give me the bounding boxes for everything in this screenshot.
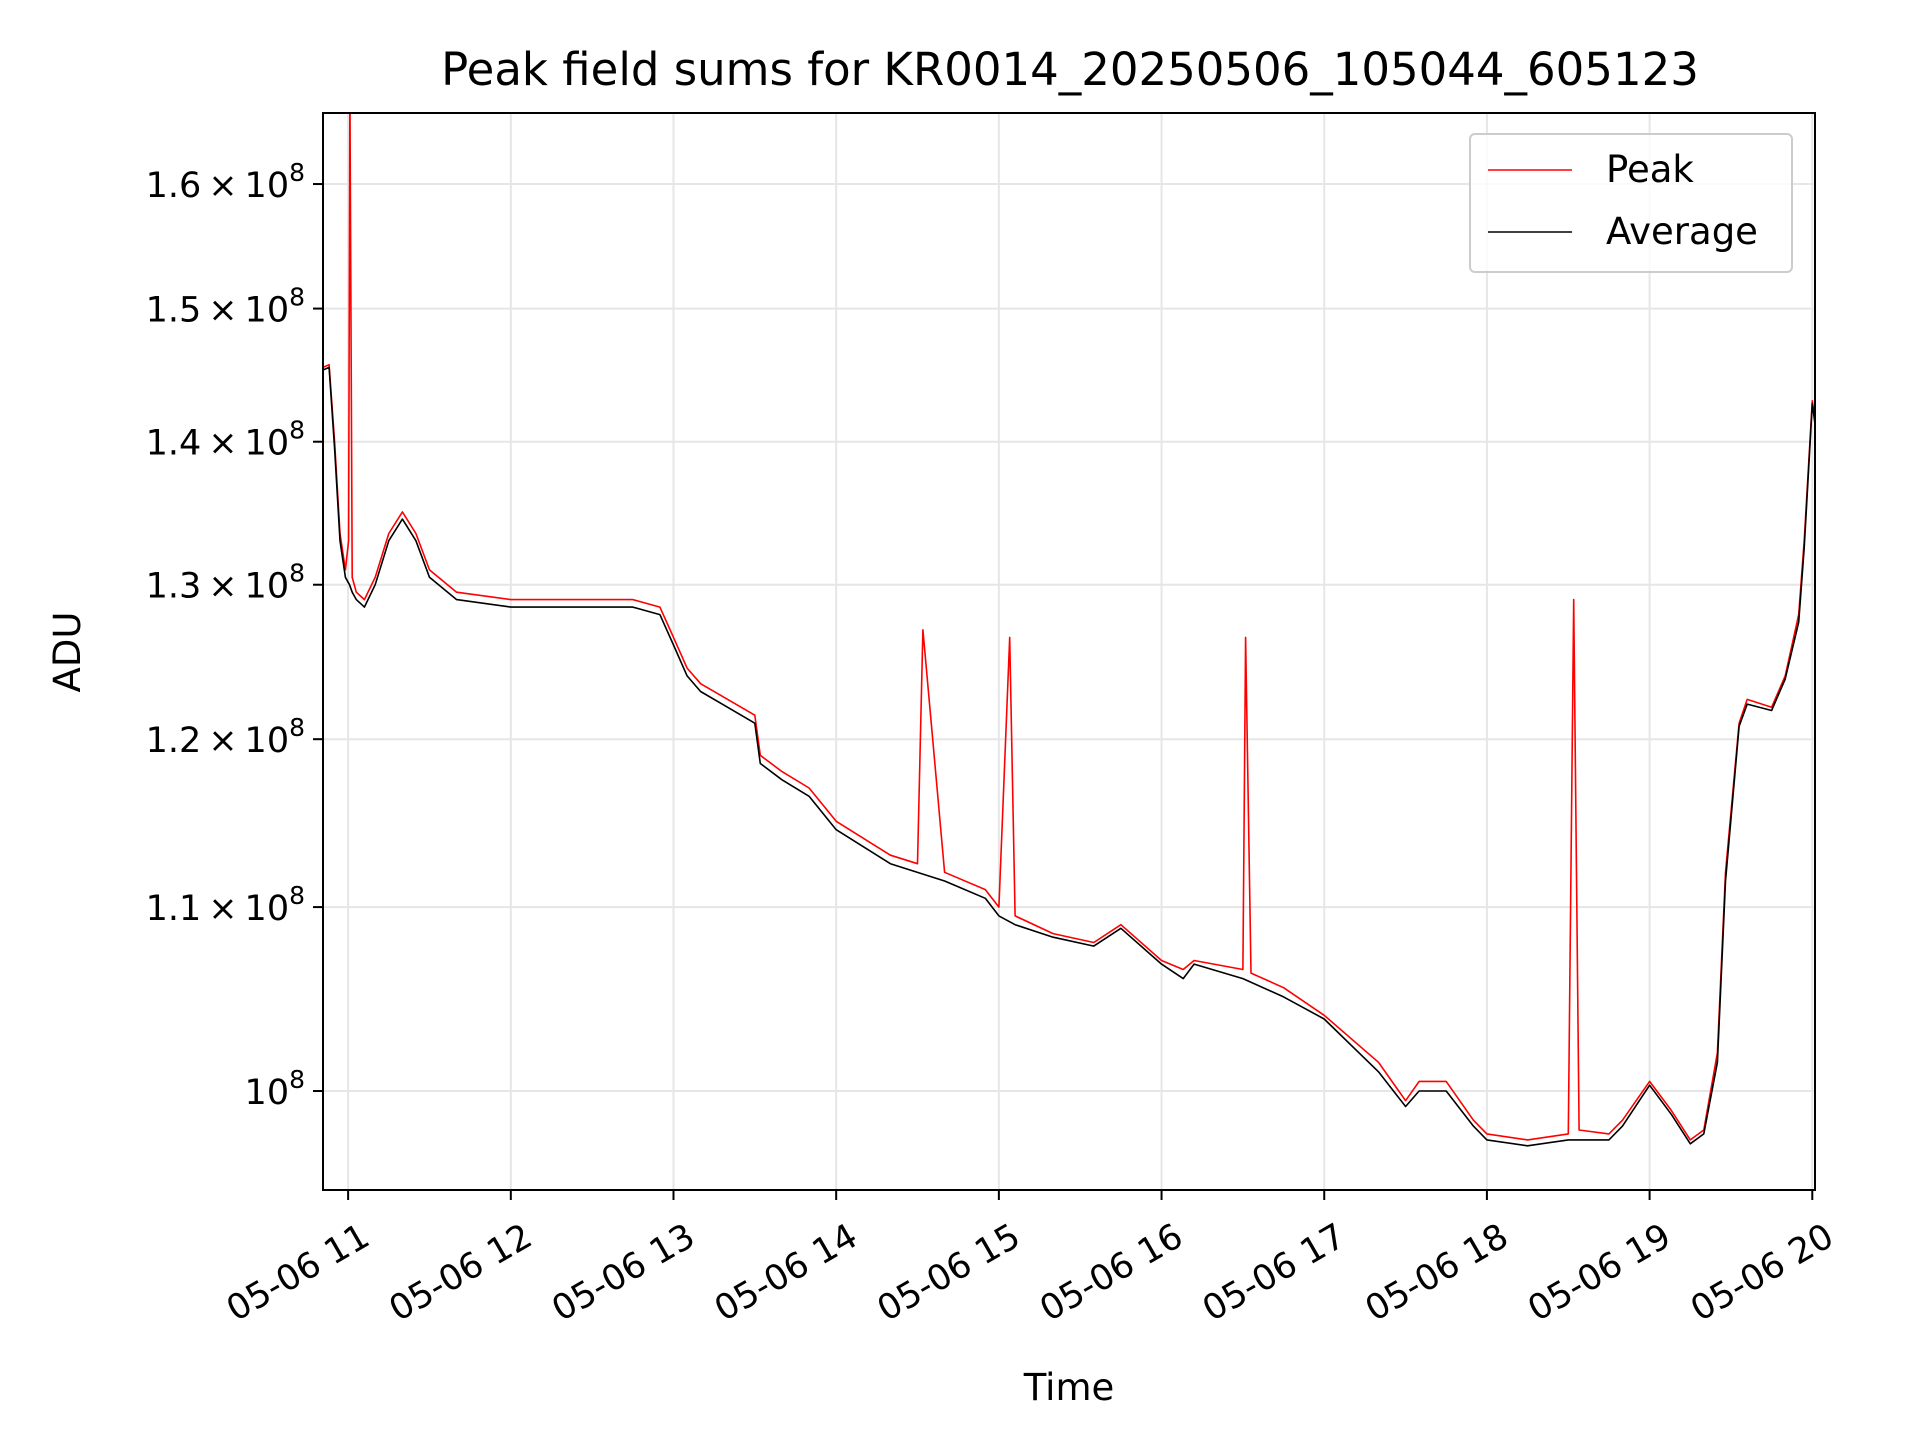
legend: Peak Average <box>1469 133 1793 273</box>
series-layer <box>323 113 1815 1147</box>
chart-title: Peak field sums for KR0014_20250506_1050… <box>441 43 1699 96</box>
legend-label-peak: Peak <box>1606 148 1694 191</box>
y-tick-label: 1.2 × 108 <box>146 713 305 761</box>
legend-label-average: Average <box>1606 210 1758 253</box>
x-axis-label: Time <box>1023 1366 1115 1409</box>
y-axis: 108 1.1 × 108 1.2 × 108 1.3 × 108 1.4 × 108 1… <box>146 158 323 1113</box>
y-tick-label: 1.4 × 108 <box>146 416 305 464</box>
y-axis-label: ADU <box>46 612 89 693</box>
y-tick-label: 1.1 × 108 <box>146 881 305 929</box>
series-line-average <box>323 366 1815 1147</box>
plot-frame <box>322 112 1816 1191</box>
y-tick-label: 1.3 × 108 <box>146 559 305 607</box>
plot-area <box>323 113 1815 1190</box>
grid <box>323 113 1815 1190</box>
y-tick-label: 1.5 × 108 <box>146 283 305 331</box>
y-tick-label: 108 <box>245 1065 305 1113</box>
series-line-peak <box>323 113 1815 1141</box>
y-tick-label: 1.6 × 108 <box>146 158 305 206</box>
legend-box <box>1469 133 1793 273</box>
